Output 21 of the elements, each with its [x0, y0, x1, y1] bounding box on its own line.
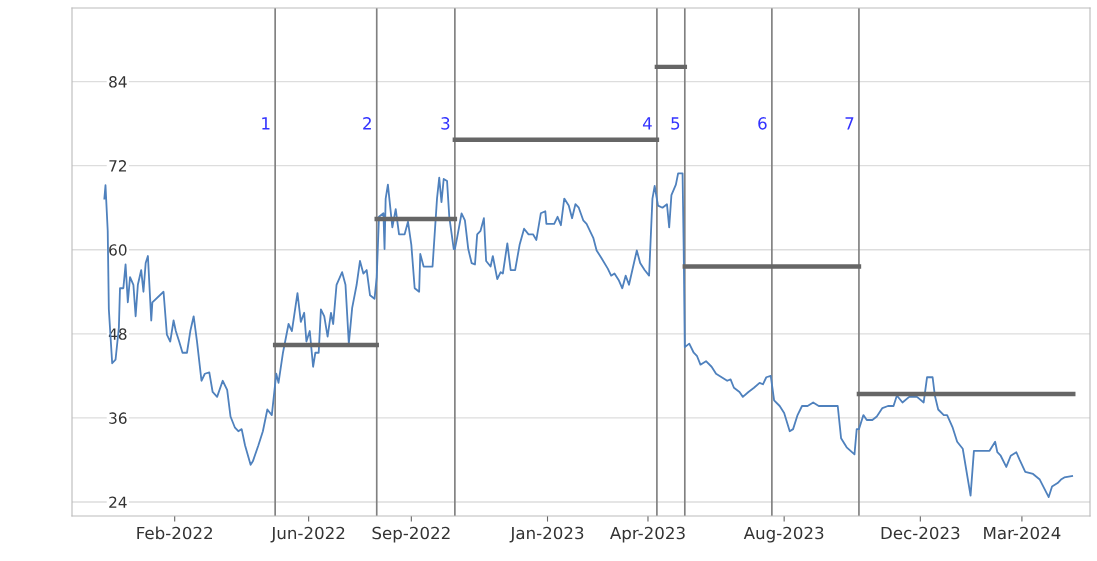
x-tick-label: Dec-2023	[881, 526, 960, 540]
y-tick-label: 36	[109, 412, 127, 424]
y-tick-label: 84	[109, 76, 127, 88]
x-tick-label: Aug-2023	[743, 526, 824, 543]
ref-line-label: 2	[363, 117, 371, 130]
y-tick-label: 24	[109, 496, 127, 508]
ref-line-label: 4	[642, 117, 652, 130]
ref-line-label: 3	[441, 117, 450, 130]
ref-line-label: 1	[262, 117, 270, 130]
x-tick-label: Sep-2022	[372, 526, 450, 543]
y-tick-label: 72	[109, 160, 127, 172]
x-tick-label: Feb-2022	[137, 526, 212, 540]
x-tick-label: Apr-2023	[610, 526, 685, 543]
x-tick-label: Jan-2023	[509, 526, 584, 543]
x-tick-label: Jun-2022	[270, 526, 345, 543]
ref-line-label: 6	[758, 117, 767, 130]
y-tick-label: 60	[109, 244, 127, 256]
ref-line-label: 5	[671, 117, 680, 130]
ref-line-label: 7	[845, 117, 854, 130]
x-tick-label: Mar-2024	[984, 526, 1061, 540]
line-series	[103, 172, 1074, 498]
